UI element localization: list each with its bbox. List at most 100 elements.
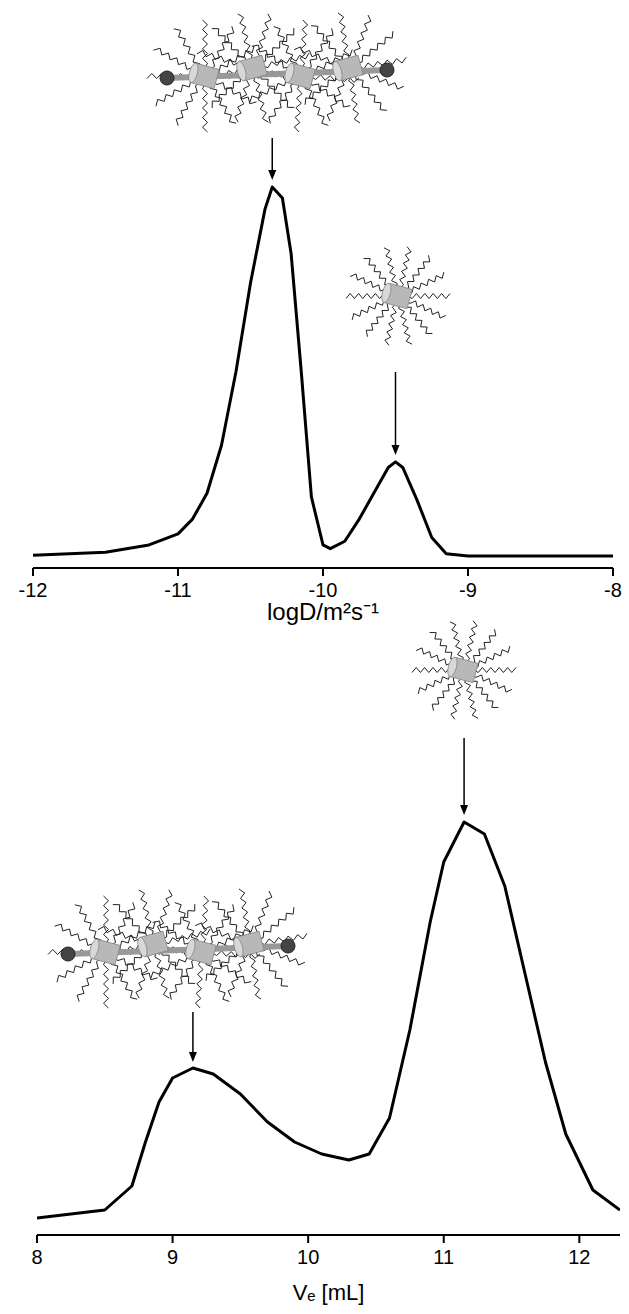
side-chain	[161, 904, 195, 939]
side-chain	[404, 255, 430, 289]
side-chain	[250, 952, 261, 999]
side-chain	[338, 13, 349, 60]
end-group	[380, 63, 394, 77]
side-chain	[212, 29, 246, 63]
side-chain	[349, 76, 360, 123]
end-group	[61, 947, 75, 961]
x-tick-label: 8	[31, 1246, 42, 1268]
end-group	[160, 71, 174, 85]
arrow	[395, 372, 397, 447]
cylinder	[235, 55, 267, 82]
side-chain	[136, 952, 151, 999]
cylinder	[446, 656, 478, 683]
side-chain	[305, 83, 328, 125]
cylinder	[232, 931, 264, 958]
trace	[37, 822, 620, 1218]
side-chain	[154, 48, 197, 72]
arrow-head	[268, 170, 276, 180]
side-chain	[470, 629, 496, 663]
side-chain	[156, 80, 196, 106]
side-chain	[474, 668, 516, 673]
side-chain	[432, 676, 458, 710]
x-axis-title: logD/m²s⁻¹	[267, 598, 379, 625]
side-chain	[176, 83, 200, 126]
arrow-head	[189, 1052, 197, 1062]
side-chain	[408, 294, 450, 299]
arrow	[463, 738, 465, 807]
side-chain	[294, 84, 302, 132]
side-chain	[151, 955, 193, 978]
side-chain	[98, 927, 144, 942]
side-chain	[399, 304, 412, 344]
side-chain	[203, 20, 208, 68]
side-chain	[357, 31, 393, 63]
cylinder	[283, 62, 315, 89]
side-chain	[311, 26, 343, 62]
x-tick	[322, 568, 324, 576]
side-chain	[256, 14, 271, 61]
x-tick	[578, 1235, 580, 1243]
cylinder-end	[380, 282, 393, 303]
x-tick-label: -8	[604, 579, 622, 601]
side-chain	[366, 302, 392, 336]
x-tick	[172, 1235, 174, 1243]
arrow	[272, 138, 274, 172]
cartoon	[48, 889, 307, 1008]
side-chain	[139, 890, 154, 936]
side-chain	[113, 905, 147, 939]
side-chain	[450, 622, 463, 662]
end-group	[281, 939, 295, 953]
side-chain	[327, 75, 345, 121]
side-chain	[212, 902, 244, 938]
x-axis-title: Vₑ [mL]	[293, 1280, 365, 1305]
x-tick-label: 9	[167, 1246, 178, 1268]
x-tick	[467, 568, 469, 576]
cylinder	[184, 938, 216, 965]
side-chain	[104, 960, 109, 1008]
x-tick-label: -12	[19, 579, 48, 601]
side-chain	[258, 907, 294, 939]
side-chain	[407, 300, 446, 319]
side-chain	[203, 84, 208, 132]
cylinder-end	[184, 938, 197, 959]
x-axis	[37, 1234, 620, 1236]
arrow-head	[460, 805, 468, 815]
side-chain	[465, 678, 478, 718]
x-tick-label: -11	[164, 579, 191, 601]
cartoon	[147, 13, 406, 132]
side-chain	[256, 950, 288, 986]
side-chain	[55, 924, 98, 948]
side-chain	[155, 952, 170, 998]
side-chain	[473, 674, 512, 693]
side-chain	[57, 956, 97, 982]
side-chain	[254, 76, 268, 122]
side-chain	[228, 951, 246, 997]
side-chain	[195, 960, 203, 1008]
cylinder-end	[232, 936, 245, 957]
side-chain	[355, 74, 387, 110]
side-chain	[195, 923, 241, 941]
side-chain	[235, 76, 250, 123]
side-chain	[260, 28, 294, 63]
side-chain	[353, 15, 371, 61]
side-chain	[206, 959, 229, 1001]
side-chain	[250, 79, 292, 102]
side-chain	[197, 51, 244, 66]
arrow	[192, 1012, 194, 1054]
side-chain	[157, 890, 172, 937]
cylinder	[88, 938, 120, 965]
x-tick-label: 12	[568, 1246, 590, 1268]
trace	[33, 187, 613, 556]
cylinder	[380, 282, 412, 309]
side-chain	[384, 248, 397, 288]
side-chain	[294, 47, 340, 65]
side-chain	[300, 20, 308, 68]
x-tick	[307, 1235, 309, 1243]
x-tick	[177, 568, 179, 576]
cylinder-end	[88, 938, 101, 959]
cartoon	[412, 621, 516, 720]
side-chain	[201, 896, 209, 944]
side-chain	[175, 903, 198, 945]
side-chain	[274, 27, 297, 69]
cylinder-end	[136, 936, 149, 957]
